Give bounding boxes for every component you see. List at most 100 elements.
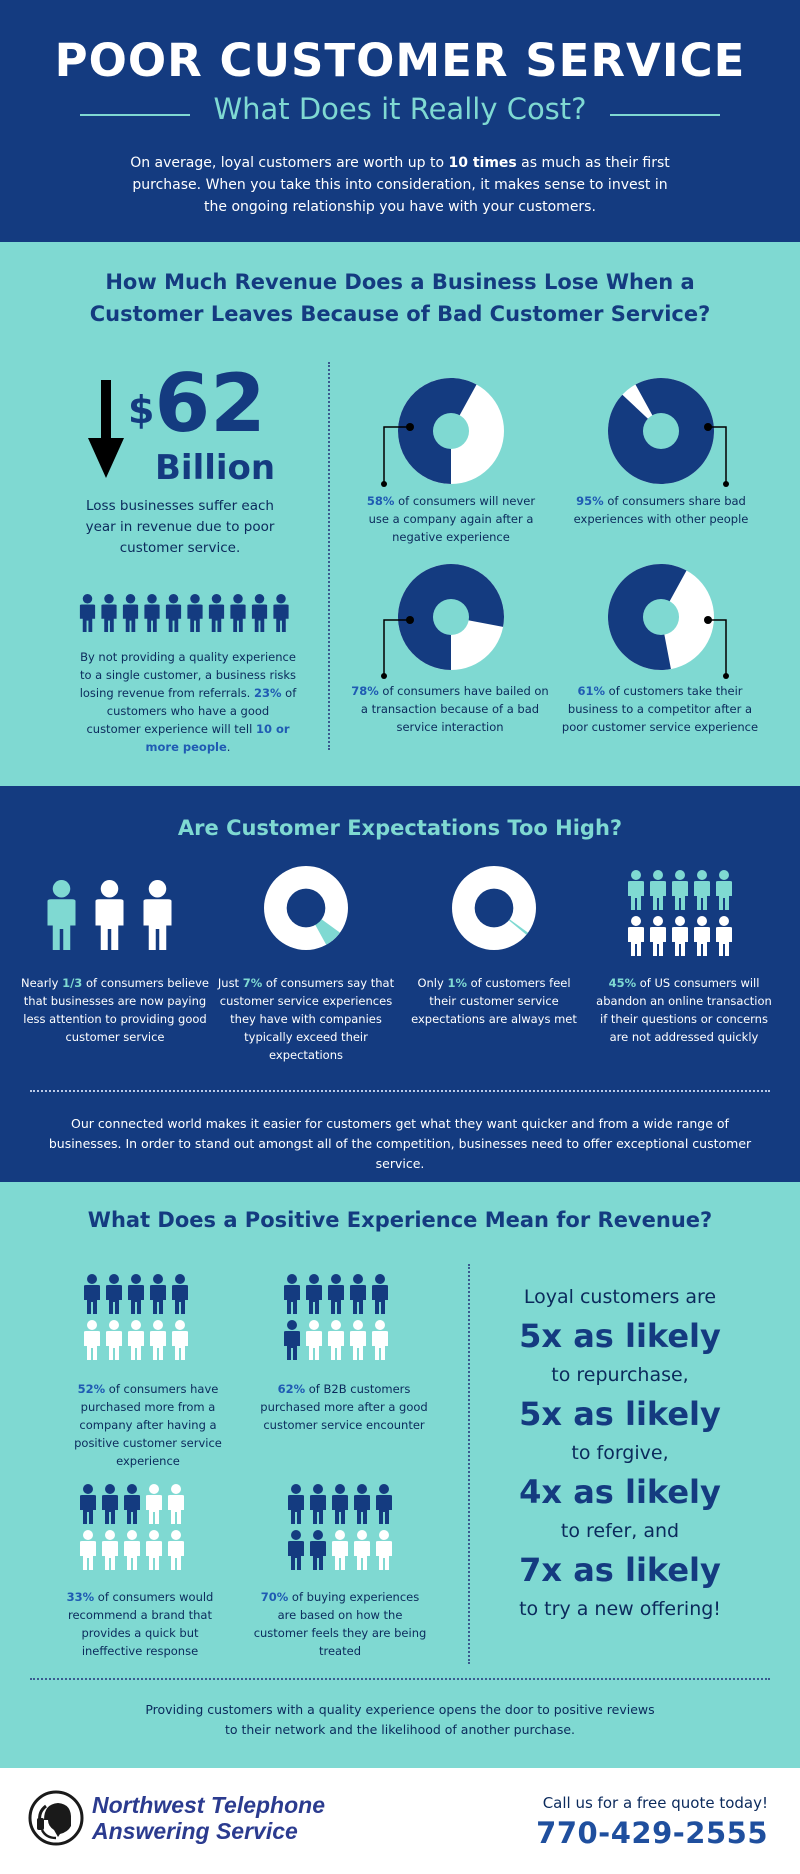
section1-divider: [328, 362, 330, 750]
referral-person-icon: [122, 594, 139, 632]
positive-52-caption: 52% of consumers have purchased more fro…: [74, 1382, 222, 1468]
donut-hole: [432, 598, 470, 636]
grid-person-icon: [106, 1320, 122, 1360]
stat-58-caption: 58% of consumers will never use a compan…: [366, 494, 536, 544]
likely-refer-label: to refer, and: [560, 1520, 680, 1542]
connector-lines: [381, 423, 729, 679]
grid-person-icon: [628, 916, 644, 956]
phone-number[interactable]: 770-429-2555: [536, 1816, 768, 1850]
subtitle-row: What Does it Really Cost?: [0, 92, 800, 132]
grid-person-icon: [650, 916, 666, 956]
subtitle-line-right: [610, 114, 720, 116]
grid-person-icon: [102, 1484, 118, 1524]
people-grid-45-percent: [628, 870, 732, 956]
loyal-customers-panel: Loyal customers are 5x as likely to repu…: [490, 1282, 750, 1624]
grid-person-icon: [146, 1530, 162, 1570]
grid-person-icon: [102, 1530, 118, 1570]
referral-person-icon: [101, 594, 117, 632]
grid-person-icon: [350, 1274, 366, 1314]
grid-person-icon: [650, 870, 666, 910]
grid-person-icon: [306, 1320, 322, 1360]
donut-1-percent: [452, 866, 536, 950]
stat-61-caption: 61% of customers take their business to …: [561, 684, 759, 734]
likely-intro: Loyal customers are: [523, 1286, 717, 1308]
likely-forgive-value: 5x as likely: [519, 1395, 721, 1433]
grid-person-icon: [284, 1320, 300, 1360]
section3-divider: [468, 1264, 470, 1664]
positive-33-caption: 33% of consumers would recommend a brand…: [66, 1590, 214, 1658]
expectations-section: [0, 786, 800, 1182]
grid-person-icon: [310, 1484, 326, 1524]
grid-person-icon: [672, 870, 688, 910]
grid-person-icon: [168, 1484, 184, 1524]
grid-person-icon: [124, 1484, 140, 1524]
donut-hole: [642, 412, 680, 450]
grid-person-icon: [672, 916, 688, 956]
grid-person-icon: [172, 1320, 188, 1360]
referral-text: By not providing a quality experience to…: [79, 650, 297, 754]
grid-person-icon: [694, 916, 710, 956]
referral-person-icon: [187, 594, 203, 632]
referral-person-icon: [208, 594, 225, 632]
expectation-1-caption: Nearly 1/3 of consumers believe that bus…: [20, 976, 210, 1044]
subtitle-line-left: [80, 114, 190, 116]
grid-person-icon: [328, 1320, 344, 1360]
likely-new-offering-label: to try a new offering!: [519, 1598, 721, 1620]
headset-logo-icon: [28, 1790, 84, 1846]
grid-person-icon: [284, 1274, 300, 1314]
stat-95-caption: 95% of consumers share bad experiences w…: [573, 494, 749, 526]
section2-title: Are Customer Expectations Too High?: [177, 816, 623, 840]
referral-person-icon: [144, 594, 160, 632]
grid-person-icon: [80, 1484, 96, 1524]
section1-title: How Much Revenue Does a Business Lose Wh…: [89, 270, 711, 326]
intro-text: On average, loyal customers are worth up…: [130, 155, 670, 215]
donut-7-percent: [264, 866, 348, 950]
positive-70-caption: 70% of buying experiences are based on h…: [253, 1590, 427, 1658]
likely-refer-value: 4x as likely: [519, 1473, 721, 1511]
grid-person-icon: [332, 1484, 348, 1524]
grid-person-icon: [84, 1274, 100, 1314]
header-section: POOR CUSTOMER SERVICE What Does it Reall…: [0, 0, 800, 242]
grid-person-icon: [332, 1530, 348, 1570]
page-title: POOR CUSTOMER SERVICE: [54, 34, 746, 87]
section3-bottom-divider: [30, 1678, 770, 1680]
grid-person-icon: [146, 1484, 162, 1524]
donut-hole: [642, 598, 680, 636]
grid-person-icon: [372, 1274, 388, 1314]
referral-person-icon: [79, 594, 96, 632]
people-grid-33-percent: [80, 1484, 184, 1570]
grid-person-icon: [288, 1484, 304, 1524]
positive-62-caption: 62% of B2B customers purchased more afte…: [260, 1382, 428, 1432]
grid-person-icon: [716, 870, 732, 910]
grid-person-icon: [150, 1274, 166, 1314]
people-grid-52-percent: [84, 1274, 188, 1360]
section2-divider: [30, 1090, 770, 1092]
revenue-loss-section: [0, 242, 800, 786]
section2-note: Our connected world makes it easier for …: [48, 1116, 752, 1171]
grid-person-icon: [168, 1530, 184, 1570]
grid-person-icon: [328, 1274, 344, 1314]
call-to-action: Call us for a free quote today!: [542, 1794, 768, 1812]
expectation-4-caption: 45% of US consumers will abandon an onli…: [596, 976, 772, 1044]
likely-repurchase-label: to repurchase,: [551, 1364, 689, 1386]
grid-person-icon: [310, 1530, 326, 1570]
grid-person-icon: [350, 1320, 366, 1360]
grid-person-icon: [628, 870, 644, 910]
expectation-3-caption: Only 1% of customers feel their customer…: [411, 976, 577, 1026]
expectation-2-caption: Just 7% of consumers say that customer s…: [217, 976, 395, 1062]
grid-person-icon: [172, 1274, 188, 1314]
donut-hole: [432, 412, 470, 450]
grid-person-icon: [128, 1274, 144, 1314]
referral-person-icon: [273, 594, 289, 632]
grid-person-icon: [106, 1274, 122, 1314]
three-people-icon: [47, 880, 172, 950]
grid-person-icon: [306, 1274, 322, 1314]
section3-title: What Does a Positive Experience Mean for…: [87, 1208, 713, 1232]
people-row-referrals: [79, 594, 289, 632]
donut-61-percent: [608, 564, 714, 670]
down-arrow-icon: [88, 380, 124, 478]
donut-hole: [286, 888, 326, 928]
grid-person-icon: [376, 1530, 392, 1570]
grid-person-icon: [150, 1320, 166, 1360]
grid-person-icon: [694, 870, 710, 910]
